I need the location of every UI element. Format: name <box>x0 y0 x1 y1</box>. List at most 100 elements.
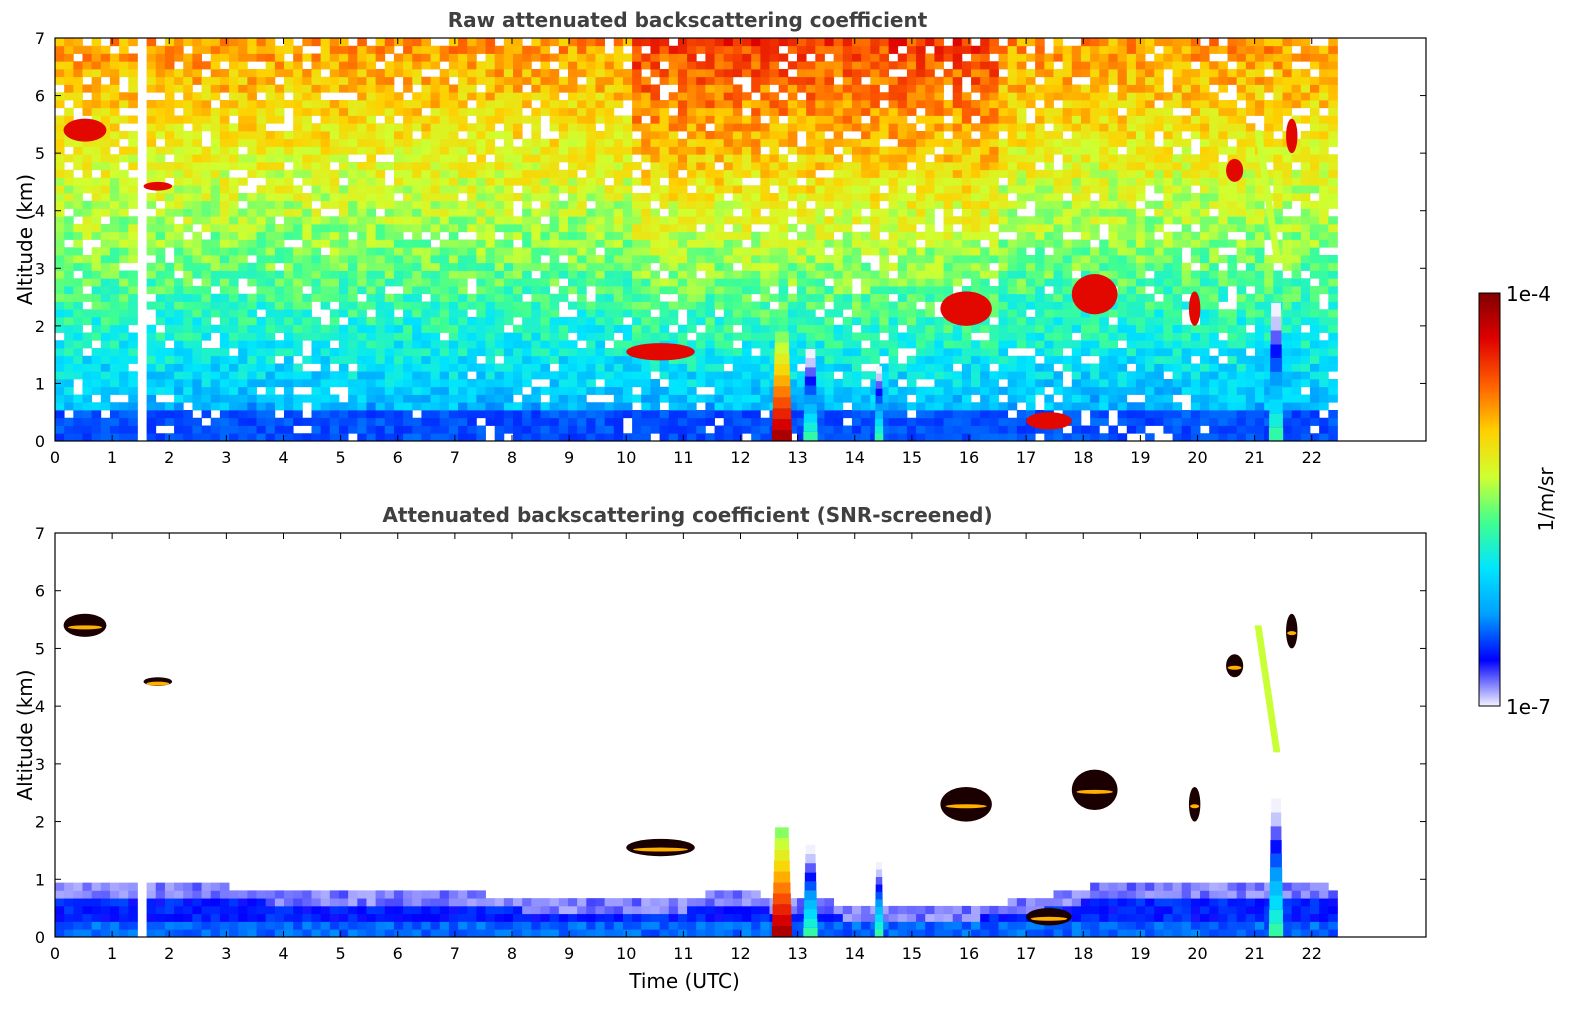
heatmap-cell <box>155 340 166 349</box>
heatmap-cell <box>403 247 413 256</box>
heatmap-cell <box>494 115 505 124</box>
heatmap-cell <box>320 38 331 47</box>
heatmap-cell <box>412 185 422 194</box>
heatmap-cell <box>906 92 917 101</box>
heatmap-cell <box>485 317 496 326</box>
heatmap-cell <box>778 278 789 287</box>
heatmap-cell <box>366 92 377 101</box>
heatmap-cell <box>403 262 413 271</box>
heatmap-cell <box>284 69 294 78</box>
heatmap-cell <box>247 162 257 171</box>
heatmap-cell <box>357 123 367 132</box>
heatmap-cell <box>769 200 780 209</box>
heatmap-cell <box>458 386 468 395</box>
heatmap-cell <box>558 262 569 271</box>
heatmap-cell <box>769 293 780 302</box>
heatmap-cell <box>329 255 340 264</box>
heatmap-cell <box>595 410 606 419</box>
heatmap-cell <box>943 193 954 202</box>
heatmap-cell <box>916 177 926 186</box>
heatmap-cell <box>366 363 377 372</box>
heatmap-cell <box>815 76 825 85</box>
heatmap-cell <box>82 332 93 341</box>
heatmap-cell <box>696 169 706 178</box>
heatmap-cell <box>311 231 322 240</box>
heatmap-cell <box>82 200 93 209</box>
heatmap-cell <box>430 84 441 93</box>
heatmap-cell <box>192 61 202 70</box>
heatmap-cell <box>888 324 899 333</box>
heatmap-cell <box>668 262 679 271</box>
heatmap-cell <box>183 286 193 295</box>
heatmap-cell <box>613 417 624 426</box>
heatmap-cell <box>55 177 65 186</box>
heatmap-cell <box>714 317 725 326</box>
heatmap-cell <box>55 262 65 271</box>
heatmap-cell <box>393 262 404 271</box>
heatmap-cell <box>393 332 404 341</box>
heatmap-cell <box>567 69 578 78</box>
heatmap-cell <box>549 278 560 287</box>
heatmap-cell <box>613 45 624 54</box>
heatmap-cell <box>567 208 578 217</box>
heatmap-cell <box>348 76 358 85</box>
heatmap-cell <box>109 386 120 395</box>
heatmap-cell <box>751 38 761 47</box>
heatmap-cell <box>375 317 386 326</box>
heatmap-cell <box>100 286 111 295</box>
heatmap-cell <box>897 216 908 225</box>
heatmap-cell <box>210 216 221 225</box>
heatmap-cell <box>375 332 386 341</box>
heatmap-cell <box>897 84 908 93</box>
heatmap-cell <box>201 363 212 372</box>
heatmap-cell <box>696 146 706 155</box>
heatmap-cell <box>723 169 734 178</box>
heatmap-cell <box>192 123 202 132</box>
heatmap-cell <box>851 177 862 186</box>
heatmap-cell <box>109 200 120 209</box>
heatmap-cell <box>1016 92 1027 101</box>
heatmap-cell <box>632 417 642 426</box>
heatmap-cell <box>1016 317 1027 326</box>
heatmap-cell <box>522 247 532 256</box>
heatmap-cell <box>714 379 725 388</box>
heatmap-cell <box>796 100 807 109</box>
heatmap-cell <box>751 131 761 140</box>
heatmap-cell <box>622 410 633 419</box>
heatmap-cell <box>320 433 331 442</box>
heatmap-cell <box>613 38 624 47</box>
heatmap-cell <box>833 92 844 101</box>
heatmap-cell <box>485 363 496 372</box>
heatmap-cell <box>778 123 789 132</box>
heatmap-cell <box>632 262 642 271</box>
heatmap-cell <box>577 425 587 434</box>
heatmap-cell <box>503 138 514 147</box>
heatmap-cell <box>888 239 899 248</box>
heatmap-cell <box>155 348 166 357</box>
heatmap-cell <box>146 324 157 333</box>
heatmap-cell <box>73 433 83 442</box>
heatmap-cell <box>916 185 926 194</box>
heatmap-cell <box>311 286 322 295</box>
heatmap-cell <box>549 348 560 357</box>
heatmap-cell <box>751 317 761 326</box>
heatmap-cell <box>668 138 679 147</box>
heatmap-cell <box>540 208 551 217</box>
heatmap-cell <box>980 417 990 426</box>
heatmap-cell <box>595 208 606 217</box>
heatmap-cell <box>916 278 926 287</box>
heatmap-cell <box>247 363 257 372</box>
heatmap-cell <box>109 61 120 70</box>
heatmap-cell <box>925 317 935 326</box>
heatmap-cell <box>769 309 780 318</box>
heatmap-cell <box>274 138 285 147</box>
heatmap-cell <box>265 371 276 380</box>
heatmap-cell <box>192 45 202 54</box>
heatmap-cell <box>284 379 294 388</box>
heatmap-cell <box>73 177 83 186</box>
heatmap-cell <box>641 239 651 248</box>
heatmap-cell <box>971 386 981 395</box>
heatmap-cell <box>842 193 853 202</box>
heatmap-cell <box>787 371 798 380</box>
heatmap-cell <box>476 76 486 85</box>
